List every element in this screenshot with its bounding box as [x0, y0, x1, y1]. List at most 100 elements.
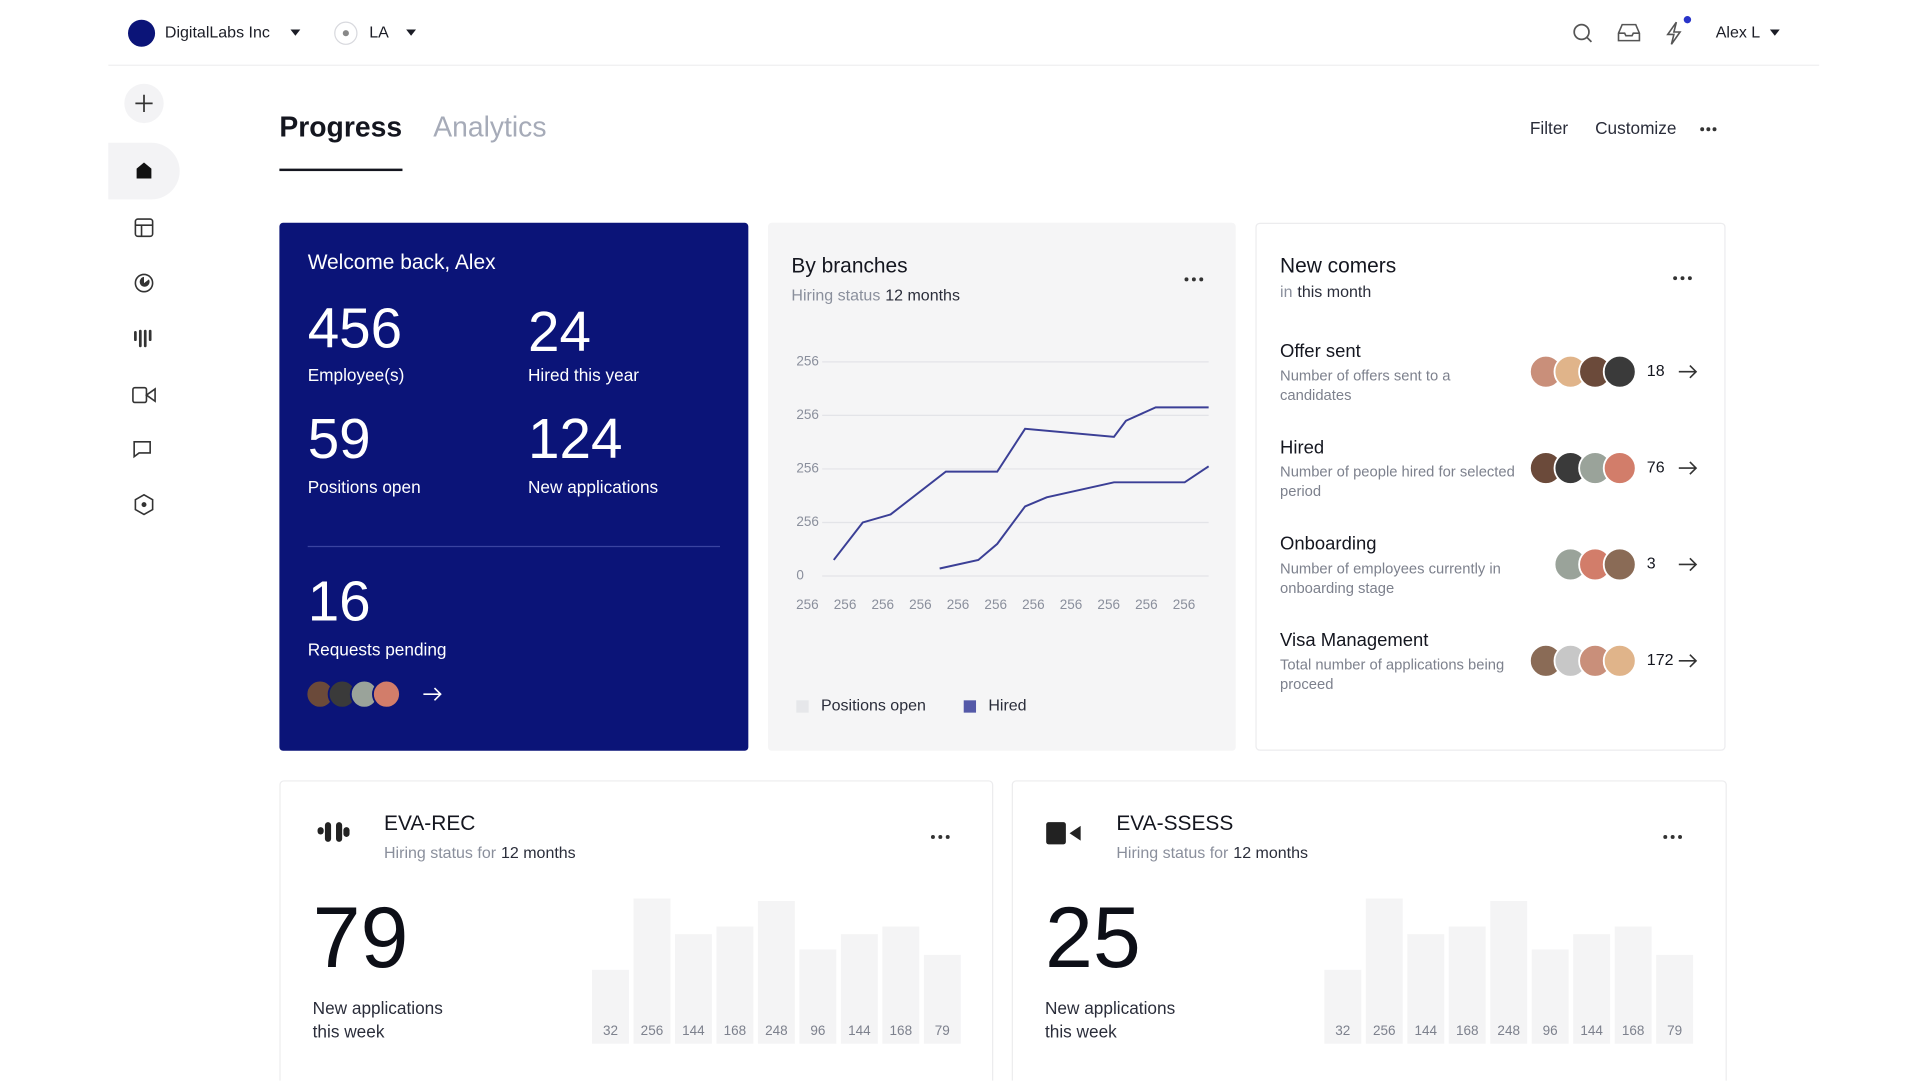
subtitle-prefix: Hiring status	[791, 288, 880, 305]
video-icon[interactable]	[132, 386, 148, 404]
bar	[1490, 901, 1528, 1044]
location[interactable]: LA	[369, 24, 389, 41]
video-lens	[1069, 825, 1081, 841]
org-logo[interactable]	[128, 19, 156, 47]
bar-label: 256	[1373, 1023, 1396, 1038]
chart-icon-fill	[139, 276, 150, 287]
tab[interactable]: Analytics	[433, 111, 546, 143]
stat-label: Hired this year	[528, 365, 639, 385]
caret[interactable]	[290, 29, 301, 36]
y-tick-label: 256	[796, 461, 819, 476]
welcome-title: Welcome back, Alex	[308, 251, 496, 274]
more-button[interactable]	[1184, 277, 1204, 282]
filter-button[interactable]: Filter	[1530, 118, 1569, 138]
org-name[interactable]: DigitalLabs Inc	[165, 24, 270, 41]
stat-label: New applications	[528, 477, 658, 497]
arrow[interactable]	[1678, 654, 1698, 668]
big-number-label: New applications this week	[1044, 998, 1176, 1042]
y-tick-label: 256	[796, 353, 819, 368]
arrow[interactable]	[1678, 364, 1698, 379]
bars-icon	[317, 827, 324, 835]
chat-icon[interactable]	[133, 441, 151, 459]
card-title: By branches	[791, 255, 907, 278]
search-handle	[1585, 36, 1593, 43]
subtitle-period: 12 months	[885, 288, 960, 305]
bar-label: 168	[1622, 1023, 1645, 1038]
dot	[1678, 834, 1683, 839]
item-desc-box: Number of people hired for selected peri…	[1280, 463, 1515, 501]
more-button[interactable]	[1700, 127, 1717, 132]
avatar	[1602, 354, 1637, 389]
bolt-icon[interactable]	[1666, 21, 1682, 45]
chart-icon[interactable]	[134, 273, 154, 293]
x-tick-label: 256	[947, 597, 970, 612]
card-title: EVA-REC	[384, 812, 475, 835]
bar-label: 168	[1456, 1023, 1479, 1038]
x-tick-label: 256	[796, 597, 819, 612]
item-desc-box: Number of offers sent to a candidates	[1280, 366, 1451, 404]
stat-value: 456	[308, 296, 402, 359]
search-icon[interactable]	[1573, 23, 1590, 41]
user-name[interactable]: Alex L	[1716, 24, 1761, 41]
x-tick-label: 256	[909, 597, 932, 612]
inbox-icon[interactable]	[1617, 23, 1641, 42]
item-count: 18	[1647, 363, 1665, 380]
bar-label: 96	[810, 1023, 825, 1038]
item-desc: Number of people hired for selected peri…	[1280, 463, 1515, 501]
customize-button[interactable]: Customize	[1595, 118, 1676, 138]
avatar	[1602, 547, 1637, 582]
bar-label: 32	[1335, 1023, 1350, 1038]
avatar	[1602, 451, 1637, 485]
video-lens	[145, 387, 156, 403]
item-count: 76	[1647, 459, 1665, 476]
bar	[1448, 926, 1486, 1044]
label-box: New applications this week	[312, 998, 443, 1042]
location-dot	[342, 30, 349, 37]
bar-label: 248	[1497, 1023, 1520, 1038]
item-desc-box: Total number of applications being proce…	[1280, 656, 1504, 693]
plus	[135, 94, 153, 113]
big-number-label: New applications this week	[312, 998, 443, 1042]
avatar	[372, 679, 401, 709]
newcomers-card	[1255, 222, 1726, 751]
more-button[interactable]	[930, 834, 950, 839]
bar	[882, 926, 920, 1044]
subtitle-prefix: Hiring status for	[384, 845, 497, 862]
avatar	[1602, 643, 1637, 678]
dot	[1670, 834, 1675, 839]
arrow[interactable]	[1678, 461, 1698, 475]
legend-swatch	[963, 700, 977, 713]
arrow[interactable]	[423, 687, 442, 701]
settings-dot	[141, 502, 147, 508]
layout-lines	[135, 224, 153, 237]
bar	[1407, 934, 1445, 1044]
bars-icon[interactable]	[134, 329, 152, 348]
caret[interactable]	[406, 29, 417, 36]
pending-label: Requests pending	[308, 640, 447, 660]
arrow[interactable]	[1678, 557, 1698, 572]
stat-label: Employee(s)	[308, 365, 405, 385]
x-tick-label: 256	[1135, 597, 1158, 612]
layout-icon[interactable]	[134, 218, 154, 238]
item-desc: Number of offers sent to a candidates	[1280, 366, 1451, 404]
bar-label: 96	[1543, 1023, 1558, 1038]
more-button[interactable]	[1673, 276, 1692, 281]
big-number: 79	[313, 890, 409, 986]
bar	[1614, 926, 1652, 1044]
tab-active[interactable]: Progress	[279, 111, 402, 143]
item-title: Visa Management	[1280, 629, 1428, 650]
more-button[interactable]	[1663, 834, 1683, 839]
subtitle-period: 12 months	[501, 845, 576, 862]
bar-label: 248	[765, 1023, 788, 1038]
caret[interactable]	[1769, 29, 1780, 36]
subtitle-prefix: Hiring status for	[1116, 845, 1229, 862]
y-tick-label: 256	[796, 514, 819, 529]
bar	[633, 898, 671, 1044]
settings-icon[interactable]	[134, 493, 154, 516]
tab-underline	[279, 168, 403, 172]
home-icon[interactable]	[136, 162, 152, 179]
bar-label: 144	[1414, 1023, 1437, 1038]
welcome-card	[279, 222, 749, 751]
dot	[938, 834, 943, 839]
